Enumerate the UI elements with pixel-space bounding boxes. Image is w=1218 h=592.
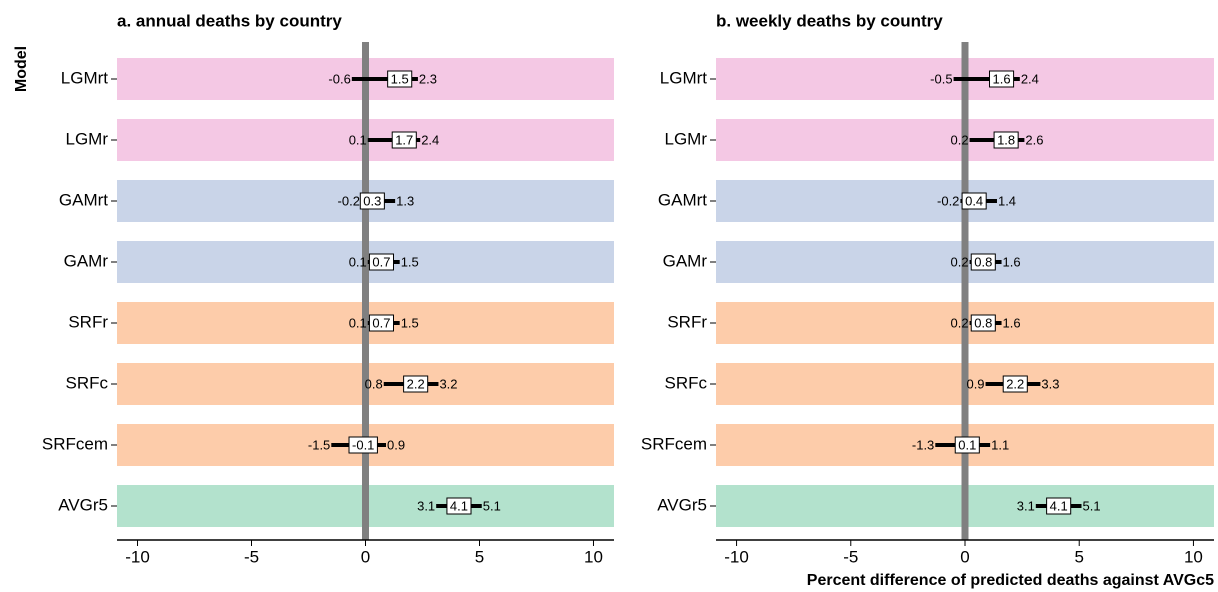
lower-label: -0.2 [338, 193, 360, 208]
y-tick-label: LGMr [66, 129, 109, 148]
estimate-label: 0.8 [974, 254, 992, 269]
estimate-box [391, 131, 417, 149]
estimate-box [348, 436, 378, 454]
x-tick-label: 5 [1074, 547, 1083, 566]
y-tick-label: AVGr5 [657, 495, 707, 514]
upper-label: 5.1 [483, 498, 501, 513]
y-tick-label: AVGr5 [58, 495, 108, 514]
x-tick-label: -5 [244, 547, 259, 566]
lower-label: 0.1 [349, 254, 367, 269]
x-tick-label: 0 [960, 547, 969, 566]
upper-label: 3.2 [439, 376, 457, 391]
estimate-label: 4.1 [1050, 498, 1068, 513]
upper-label: 0.9 [387, 437, 405, 452]
upper-label: 1.6 [1003, 254, 1021, 269]
estimate-box [403, 375, 429, 393]
upper-label: 1.5 [401, 315, 419, 330]
upper-label: 1.1 [991, 437, 1009, 452]
estimate-box [446, 497, 472, 515]
y-tick-label: SRFcem [641, 434, 707, 453]
x-tick-label: -10 [125, 547, 150, 566]
estimate-label: 0.8 [974, 315, 992, 330]
estimate-label: 4.1 [450, 498, 468, 513]
x-tick-label: 0 [361, 547, 370, 566]
estimate-box [359, 192, 385, 210]
lower-label: 0.8 [365, 376, 383, 391]
x-tick-label: 5 [475, 547, 484, 566]
lower-label: -1.5 [308, 437, 330, 452]
estimate-label: 0.7 [372, 254, 390, 269]
upper-label: 2.6 [1025, 132, 1043, 147]
estimate-box [954, 436, 980, 454]
panel-title: a. annual deaths by country [117, 11, 342, 30]
upper-label: 2.4 [421, 132, 439, 147]
estimate-label: 2.2 [1006, 376, 1024, 391]
estimate-box [993, 131, 1019, 149]
estimate-label: -0.1 [352, 437, 374, 452]
x-axis-label: Percent difference of predicted deaths a… [807, 572, 1214, 589]
y-tick-label: SRFcem [42, 434, 108, 453]
estimate-box [387, 70, 413, 88]
y-tick-label: LGMr [665, 129, 708, 148]
lower-label: 3.1 [417, 498, 435, 513]
x-tick-label: 10 [1184, 547, 1203, 566]
y-tick-label: SRFr [667, 312, 707, 331]
estimate-label: 1.6 [993, 71, 1011, 86]
estimate-label: 0.3 [363, 193, 381, 208]
estimate-box [970, 314, 996, 332]
estimate-box [961, 192, 987, 210]
lower-label: 0.2 [950, 315, 968, 330]
y-tick-label: LGMrt [61, 68, 109, 87]
x-tick-label: -5 [843, 547, 858, 566]
upper-label: 2.4 [1021, 71, 1039, 86]
upper-label: 1.4 [998, 193, 1016, 208]
lower-label: 0.1 [349, 315, 367, 330]
estimate-label: 1.7 [395, 132, 413, 147]
y-tick-label: GAMr [64, 251, 109, 270]
estimate-label: 0.1 [958, 437, 976, 452]
upper-label: 3.3 [1041, 376, 1059, 391]
lower-label: -0.5 [930, 71, 952, 86]
estimate-box [368, 253, 394, 271]
x-tick-label: 10 [584, 547, 603, 566]
estimate-label: 1.5 [391, 71, 409, 86]
estimate-label: 2.2 [407, 376, 425, 391]
y-tick-label: GAMr [663, 251, 708, 270]
estimate-box [989, 70, 1015, 88]
y-tick-label: SRFr [68, 312, 108, 331]
estimate-box [1002, 375, 1028, 393]
lower-label: 3.1 [1017, 498, 1035, 513]
upper-label: 1.3 [396, 193, 414, 208]
y-tick-label: SRFc [665, 373, 708, 392]
estimate-label: 0.7 [372, 315, 390, 330]
y-tick-label: GAMrt [59, 190, 108, 209]
y-tick-label: LGMrt [660, 68, 708, 87]
estimate-label: 0.4 [965, 193, 983, 208]
estimate-box [368, 314, 394, 332]
lower-label: 0.2 [950, 254, 968, 269]
panel-title: b. weekly deaths by country [716, 11, 943, 30]
upper-label: 2.3 [419, 71, 437, 86]
lower-label: 0.2 [950, 132, 968, 147]
estimate-label: 1.8 [997, 132, 1015, 147]
lower-label: 0.1 [349, 132, 367, 147]
lower-label: -0.2 [937, 193, 959, 208]
y-tick-label: SRFc [66, 373, 109, 392]
estimate-box [970, 253, 996, 271]
lower-label: 0.9 [966, 376, 984, 391]
upper-label: 1.5 [401, 254, 419, 269]
estimate-box [1046, 497, 1072, 515]
upper-label: 1.6 [1003, 315, 1021, 330]
y-axis-label: Model [13, 46, 30, 92]
upper-label: 5.1 [1083, 498, 1101, 513]
lower-label: -0.6 [328, 71, 350, 86]
lower-label: -1.3 [912, 437, 934, 452]
y-tick-label: GAMrt [658, 190, 707, 209]
x-tick-label: -10 [724, 547, 749, 566]
